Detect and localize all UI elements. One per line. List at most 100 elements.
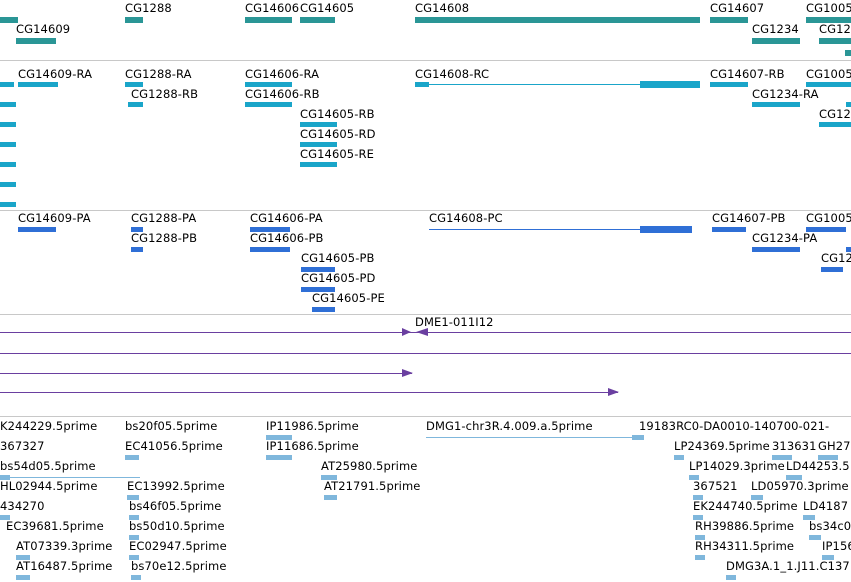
transcript-feature[interactable] <box>846 102 851 107</box>
gene-label-cg1005[interactable]: CG1005 <box>806 1 851 15</box>
transcript-feature[interactable] <box>819 122 851 127</box>
est-feature[interactable] <box>129 535 139 540</box>
est-feature[interactable] <box>695 535 705 540</box>
est-label[interactable]: 434270 <box>0 499 45 513</box>
est-label[interactable]: 19183RC0-DA0010-140700-021- <box>639 419 830 433</box>
est-feature[interactable] <box>324 495 337 500</box>
protein-feature[interactable] <box>301 267 335 272</box>
est-feature[interactable] <box>809 535 821 540</box>
gene-label-cg14607[interactable]: CG14607 <box>710 1 765 15</box>
est-feature[interactable] <box>693 515 703 520</box>
transcript-label-cg14608-rc[interactable]: CG14608-RC <box>415 67 490 81</box>
est-label[interactable]: bs46f05.5prime <box>129 499 222 513</box>
est-label[interactable]: bs70e12.5prime <box>131 559 227 573</box>
protein-label-cg14605-pe[interactable]: CG14605-PE <box>312 291 385 305</box>
clone-marker[interactable] <box>402 328 428 337</box>
clone-marker[interactable] <box>402 369 414 378</box>
protein-label-cg14606-pa[interactable]: CG14606-PA <box>250 211 323 225</box>
est-feature[interactable] <box>129 515 139 520</box>
est-label[interactable]: RH34311.5prime <box>695 539 795 553</box>
transcript-label-cg1288-ra[interactable]: CG1288-RA <box>125 67 192 81</box>
est-label[interactable]: bs54d05.5prime <box>0 459 96 473</box>
protein-feature[interactable] <box>712 227 746 232</box>
transcript-label-cg14606-ra[interactable]: CG14606-RA <box>245 67 320 81</box>
transcript-label-cg14607-rb[interactable]: CG14607-RB <box>710 67 785 81</box>
transcript-feature[interactable] <box>0 162 16 167</box>
gene-label-cg1234[interactable]: CG1234 <box>752 22 799 36</box>
clone-line[interactable] <box>0 373 412 374</box>
transcript-feature[interactable] <box>0 102 16 107</box>
transcript-label-cg14606-rb[interactable]: CG14606-RB <box>245 87 320 101</box>
est-label[interactable]: AT25980.5prime <box>321 459 418 473</box>
est-feature[interactable] <box>693 495 703 500</box>
est-feature[interactable] <box>751 495 763 500</box>
est-feature[interactable] <box>129 555 139 560</box>
transcript-feature[interactable] <box>0 182 16 187</box>
est-label[interactable]: K244229.5prime <box>0 419 98 433</box>
est-feature[interactable] <box>695 555 705 560</box>
est-label[interactable]: IP156 <box>822 539 851 553</box>
est-feature[interactable] <box>772 455 792 460</box>
gene-label-cg14605[interactable]: CG14605 <box>300 1 355 15</box>
gene-feature-cg1288[interactable] <box>125 17 143 23</box>
est-label[interactable]: 367327 <box>0 439 45 453</box>
clone-label-dme1-011i12[interactable]: DME1-011I12 <box>415 315 494 329</box>
est-label[interactable]: AT21791.5prime <box>324 479 421 493</box>
est-label[interactable]: EC02947.5prime <box>129 539 227 553</box>
transcript-feature[interactable] <box>128 102 143 107</box>
transcript-feature[interactable] <box>640 81 700 88</box>
gene-feature-cg1005[interactable] <box>806 17 851 23</box>
protein-feature[interactable] <box>250 227 290 232</box>
gene-feature-cg14609-a[interactable] <box>0 17 18 23</box>
transcript-label-cg1234-ra[interactable]: CG1234-RA <box>752 87 819 101</box>
gene-feature-cg14605[interactable] <box>300 17 335 23</box>
protein-label-cg14608-pc[interactable]: CG14608-PC <box>429 211 503 225</box>
est-label[interactable]: IP11686.5prime <box>266 439 359 453</box>
transcript-label-cg14605-rb[interactable]: CG14605-RB <box>300 107 375 121</box>
gene-label-cg14609[interactable]: CG14609 <box>16 22 71 36</box>
est-label[interactable]: HL02944.5prime <box>0 479 98 493</box>
est-feature[interactable] <box>726 575 736 580</box>
est-label[interactable]: AT07339.3prime <box>16 539 113 553</box>
est-label[interactable]: bs20f05.5prime <box>125 419 218 433</box>
protein-feature[interactable] <box>846 247 851 252</box>
est-label[interactable]: bs34c0 <box>809 519 851 533</box>
est-label[interactable]: 367521 <box>693 479 738 493</box>
gene-feature-cg14609[interactable] <box>16 38 56 44</box>
est-feature[interactable] <box>125 455 139 460</box>
transcript-feature[interactable] <box>710 82 748 87</box>
est-label[interactable]: LD44253.5 <box>786 459 850 473</box>
protein-label-cg1234-pa[interactable]: CG1234-PA <box>752 231 818 245</box>
est-label[interactable]: EC13992.5prime <box>127 479 225 493</box>
est-label[interactable]: EC39681.5prime <box>6 519 104 533</box>
gene-feature-cg14608[interactable] <box>415 17 700 23</box>
transcript-feature[interactable] <box>0 122 16 127</box>
est-feature[interactable] <box>16 575 30 580</box>
protein-label-cg1288-pb[interactable]: CG1288-PB <box>131 231 198 245</box>
protein-feature[interactable] <box>131 227 143 232</box>
est-feature[interactable] <box>0 515 10 520</box>
protein-label-cg14606-pb[interactable]: CG14606-PB <box>250 231 324 245</box>
transcript-label-cg1005[interactable]: CG1005 <box>806 67 851 81</box>
protein-feature[interactable] <box>131 247 143 252</box>
protein-label-cg14605-pb[interactable]: CG14605-PB <box>301 251 375 265</box>
transcript-feature[interactable] <box>0 82 14 87</box>
est-label[interactable]: LP14029.3prime <box>689 459 785 473</box>
transcript-label-cg1288-rb[interactable]: CG1288-RB <box>131 87 199 101</box>
gene-label-cg14606[interactable]: CG14606 <box>245 1 300 15</box>
est-feature[interactable] <box>0 475 10 480</box>
gene-feature-cg14607[interactable] <box>710 17 748 23</box>
est-feature[interactable] <box>266 455 292 460</box>
gene-label-cg14608[interactable]: CG14608 <box>415 1 470 15</box>
est-feature[interactable] <box>127 495 139 500</box>
transcript-label-cg12[interactable]: CG12 <box>819 107 851 121</box>
est-label[interactable]: 313631 <box>772 439 817 453</box>
est-feature[interactable] <box>786 475 802 480</box>
est-label[interactable]: LD05970.3prime <box>751 479 849 493</box>
protein-label-cg12[interactable]: CG12 <box>821 251 851 265</box>
protein-label-cg1005[interactable]: CG1005 <box>806 211 851 225</box>
gene-feature-cg1234[interactable] <box>752 38 800 44</box>
transcript-feature[interactable] <box>415 82 429 87</box>
transcript-feature[interactable] <box>806 82 851 87</box>
est-label[interactable]: DMG1-chr3R.4.009.a.5prime <box>426 419 593 433</box>
